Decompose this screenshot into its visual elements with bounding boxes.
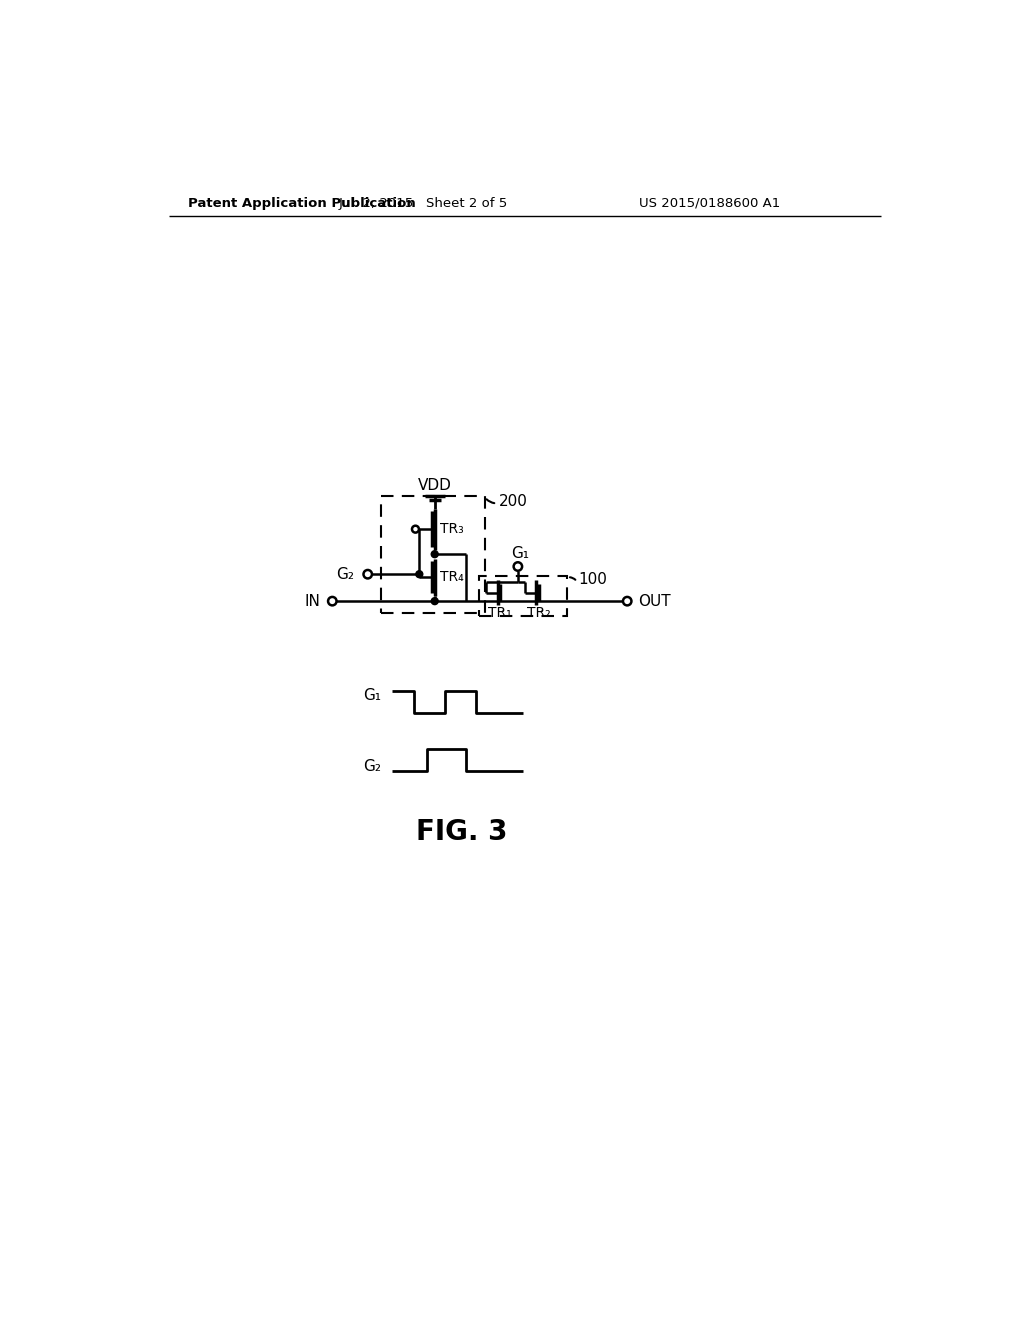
Circle shape [623, 597, 632, 606]
Text: G₂: G₂ [336, 566, 354, 582]
Text: G₂: G₂ [362, 759, 381, 775]
Bar [478, 576, 567, 615]
Text: G₁: G₁ [362, 688, 381, 702]
Text: IN: IN [304, 594, 319, 609]
Text: G₁: G₁ [511, 546, 529, 561]
FancyArrowPatch shape [486, 499, 495, 503]
Text: FIG. 3: FIG. 3 [416, 818, 508, 846]
Circle shape [364, 570, 372, 578]
Text: 100: 100 [579, 572, 607, 587]
Text: OUT: OUT [638, 594, 671, 609]
Circle shape [431, 598, 438, 605]
FancyArrowPatch shape [570, 577, 575, 579]
Circle shape [514, 562, 522, 570]
Text: TR₃: TR₃ [440, 523, 464, 536]
Bar [381, 496, 484, 612]
Circle shape [431, 550, 438, 557]
Text: VDD: VDD [418, 478, 452, 494]
Text: TR₁: TR₁ [488, 606, 512, 620]
Text: TR₂: TR₂ [526, 606, 551, 620]
Text: TR₄: TR₄ [440, 570, 464, 585]
Text: Jul. 2, 2015   Sheet 2 of 5: Jul. 2, 2015 Sheet 2 of 5 [339, 197, 508, 210]
Circle shape [416, 570, 423, 578]
Text: US 2015/0188600 A1: US 2015/0188600 A1 [639, 197, 780, 210]
Text: 200: 200 [499, 494, 527, 508]
Text: Patent Application Publication: Patent Application Publication [188, 197, 416, 210]
Circle shape [412, 525, 419, 533]
Circle shape [328, 597, 337, 606]
